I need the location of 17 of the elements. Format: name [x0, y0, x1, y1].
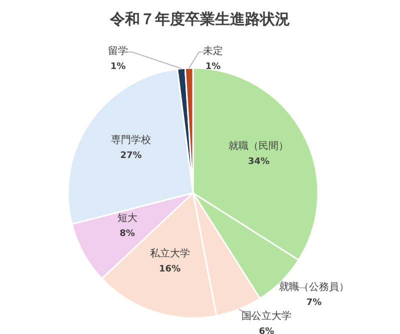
slice-label: 留学 — [108, 45, 128, 57]
slice-label: 国公立大学 — [242, 310, 292, 322]
data-label: 6% — [258, 327, 274, 334]
data-label: 8% — [120, 229, 135, 240]
data-label: 27% — [120, 150, 142, 161]
data-label: 34% — [248, 156, 270, 167]
data-label: 1% — [110, 62, 126, 72]
slice-label: 短大 — [117, 212, 138, 224]
data-label: 1% — [205, 62, 221, 72]
slice-label: 就職（公務員） — [278, 280, 349, 293]
slice-label: 専門学校 — [110, 134, 151, 146]
slice-label: 私立大学 — [150, 247, 190, 260]
slice-label: 就職（民間） — [228, 140, 289, 152]
data-label: 16% — [159, 264, 181, 274]
data-label: 7% — [306, 298, 322, 308]
slice-label: 未定 — [203, 45, 223, 57]
chart-title: 令和７年度卒業生進路状況 — [109, 10, 290, 28]
